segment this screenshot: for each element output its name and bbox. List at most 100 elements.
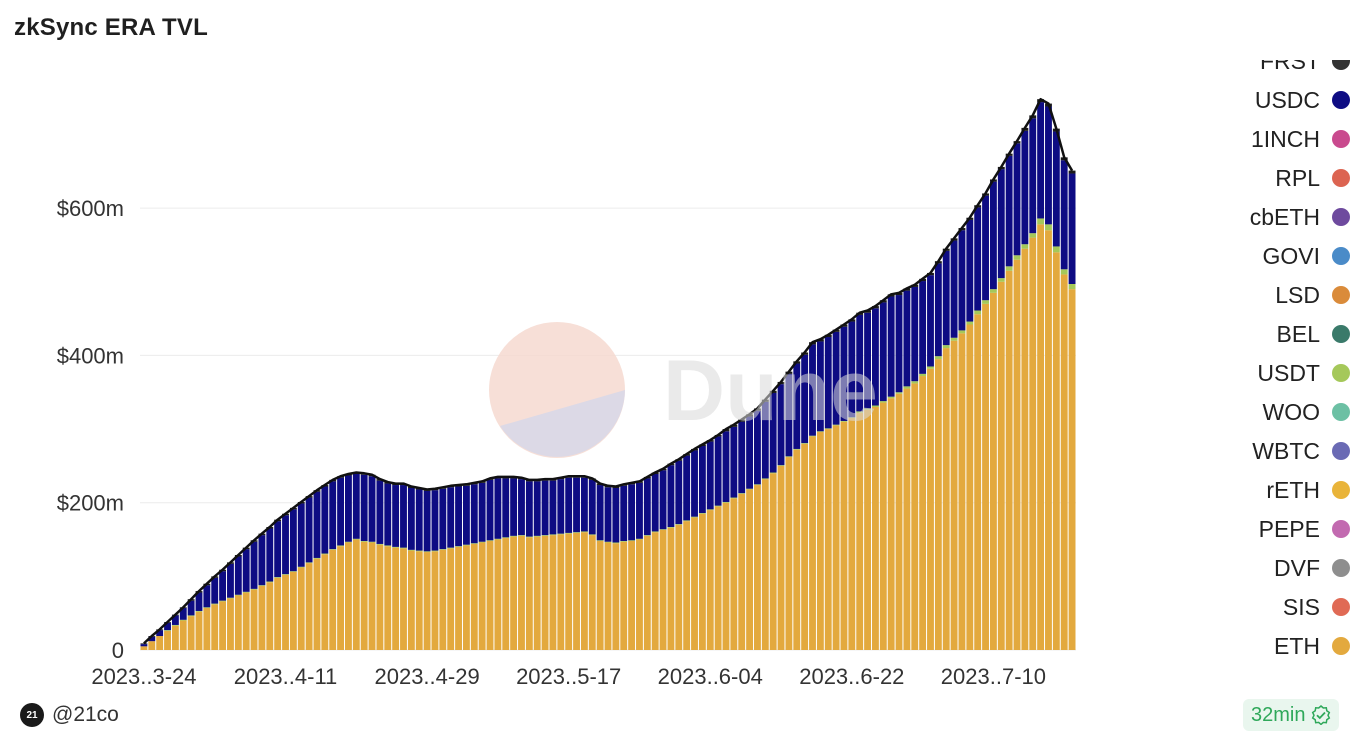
legend-item[interactable]: RPL bbox=[1275, 163, 1350, 193]
bar-segment-usdc bbox=[352, 473, 360, 539]
bar-segment-eth bbox=[604, 542, 612, 650]
x-tick-label: 2023..7-10 bbox=[941, 664, 1046, 689]
bar-segment-usdc bbox=[140, 644, 148, 647]
bar-segment-usdt bbox=[227, 597, 234, 599]
bar-segment-eth bbox=[1021, 248, 1029, 651]
legend-item[interactable]: WBTC bbox=[1252, 436, 1350, 466]
author-handle[interactable]: @21co bbox=[52, 703, 119, 726]
bar-segment-eth bbox=[683, 521, 691, 650]
bar-segment-eth bbox=[156, 636, 164, 650]
bar-segment-eth bbox=[234, 595, 242, 650]
bar-segment-usdc bbox=[1029, 118, 1037, 234]
bar-segment-usdc bbox=[156, 630, 164, 637]
bar-segment-usdc bbox=[596, 485, 604, 541]
bar-segment-usdt bbox=[911, 381, 919, 384]
bar-segment-usdc bbox=[407, 487, 415, 550]
bar-segment-eth bbox=[1045, 230, 1052, 650]
x-tick-label: 2023..4-29 bbox=[374, 664, 479, 689]
legend-item[interactable]: FRST bbox=[1260, 60, 1350, 76]
legend-color-dot bbox=[1332, 364, 1350, 382]
legend-item[interactable]: DVF bbox=[1274, 553, 1350, 583]
bar-segment-usdc bbox=[879, 302, 887, 402]
bar-segment-usdc bbox=[486, 479, 494, 541]
bar-segment-usdc bbox=[234, 556, 242, 595]
bar-segment-usdc bbox=[785, 373, 793, 457]
bar-segment-eth bbox=[179, 620, 187, 650]
legend-item[interactable]: SIS bbox=[1283, 592, 1350, 622]
legend-item[interactable]: cbETH bbox=[1250, 202, 1350, 232]
bar-segment-eth bbox=[809, 436, 816, 650]
bar-segment-usdt bbox=[494, 538, 502, 540]
bar-segment-usdt bbox=[462, 544, 470, 546]
x-tick-label: 2023..6-22 bbox=[799, 664, 904, 689]
bar-segment-eth bbox=[958, 333, 966, 650]
bar-segment-usdt bbox=[313, 557, 321, 559]
legend-item[interactable]: GOVI bbox=[1262, 241, 1350, 271]
legend-item[interactable]: PEPE bbox=[1259, 514, 1350, 544]
bar-segment-usdt bbox=[636, 538, 643, 540]
bar-segment-usdc bbox=[612, 487, 620, 543]
legend-item[interactable]: 1INCH bbox=[1251, 124, 1350, 154]
legend-color-dot bbox=[1332, 403, 1350, 421]
bar-segment-usdt bbox=[643, 535, 651, 536]
bar-segment-usdt bbox=[486, 540, 494, 542]
bar-segment-usdt bbox=[187, 615, 195, 617]
legend-label: rETH bbox=[1266, 476, 1320, 503]
legend-item[interactable]: WOO bbox=[1262, 397, 1350, 427]
bar-segment-usdt bbox=[612, 542, 620, 544]
legend-item[interactable]: LSD bbox=[1275, 280, 1350, 310]
legend-label: PEPE bbox=[1258, 515, 1320, 542]
bar-segment-usdt bbox=[525, 536, 533, 538]
legend-label: WBTC bbox=[1252, 437, 1320, 464]
bar-segment-usdt bbox=[950, 337, 958, 341]
bar-segment-eth bbox=[903, 388, 911, 650]
bar-segment-usdt bbox=[927, 366, 934, 369]
bar-segment-usdt bbox=[557, 533, 565, 535]
bar-segment-eth bbox=[557, 534, 565, 650]
bar-segment-usdt bbox=[321, 553, 329, 555]
bar-segment-eth bbox=[974, 314, 982, 650]
bar-segment-usdc bbox=[801, 354, 809, 444]
bar-segment-eth bbox=[824, 429, 832, 650]
legend-label: BEL bbox=[1276, 320, 1320, 347]
bar-segment-usdt bbox=[1060, 269, 1068, 275]
bar-segment-eth bbox=[643, 535, 651, 650]
bar-segment-usdc bbox=[384, 483, 392, 546]
legend-item[interactable]: rETH bbox=[1266, 475, 1350, 505]
legend-color-dot bbox=[1332, 442, 1350, 460]
bar-segment-eth bbox=[628, 541, 636, 650]
bar-segment-eth bbox=[698, 513, 706, 650]
bar-segment-eth bbox=[612, 543, 620, 650]
bar-segment-eth bbox=[730, 498, 738, 650]
bar-segment-usdc bbox=[329, 481, 337, 550]
bar-segment-usdt bbox=[659, 529, 667, 530]
bar-segment-usdt bbox=[447, 547, 455, 549]
bar-segment-usdt bbox=[840, 420, 848, 422]
bar-segment-usdt bbox=[565, 532, 573, 534]
bar-segment-usdt bbox=[958, 330, 966, 334]
x-tick-label: 2023..5-17 bbox=[516, 664, 621, 689]
legend-item[interactable]: USDC bbox=[1255, 85, 1350, 115]
bar-segment-usdc bbox=[533, 481, 541, 536]
y-tick-label: $400m bbox=[57, 343, 124, 368]
y-axis-labels: 0 $200m $400m $600m bbox=[57, 196, 124, 663]
bar-segment-usdt bbox=[305, 562, 313, 564]
legend: FRST USDC 1INCH RPL cbETH GOVI LSD BEL USDT WOO WB… bbox=[1190, 60, 1350, 672]
bar-segment-usdt bbox=[714, 505, 722, 507]
bar-segment-eth bbox=[746, 489, 754, 650]
legend-label: WOO bbox=[1262, 398, 1321, 425]
author-credit[interactable]: 21 @21co bbox=[20, 702, 119, 728]
bar-segment-eth bbox=[934, 359, 942, 650]
legend-item[interactable]: USDT bbox=[1257, 358, 1350, 388]
refresh-badge[interactable]: 32min bbox=[1243, 699, 1340, 731]
legend-item[interactable]: BEL bbox=[1277, 319, 1350, 349]
bar-segment-usdt bbox=[997, 278, 1005, 282]
legend-item[interactable]: ETH bbox=[1274, 631, 1350, 661]
bar-segment-eth bbox=[431, 551, 439, 650]
bar-segment-eth bbox=[533, 536, 541, 650]
bar-segment-eth bbox=[793, 449, 801, 650]
bar-segment-usdc bbox=[258, 535, 266, 586]
bar-segment-usdt bbox=[211, 603, 219, 605]
bar-segment-eth bbox=[989, 292, 997, 650]
